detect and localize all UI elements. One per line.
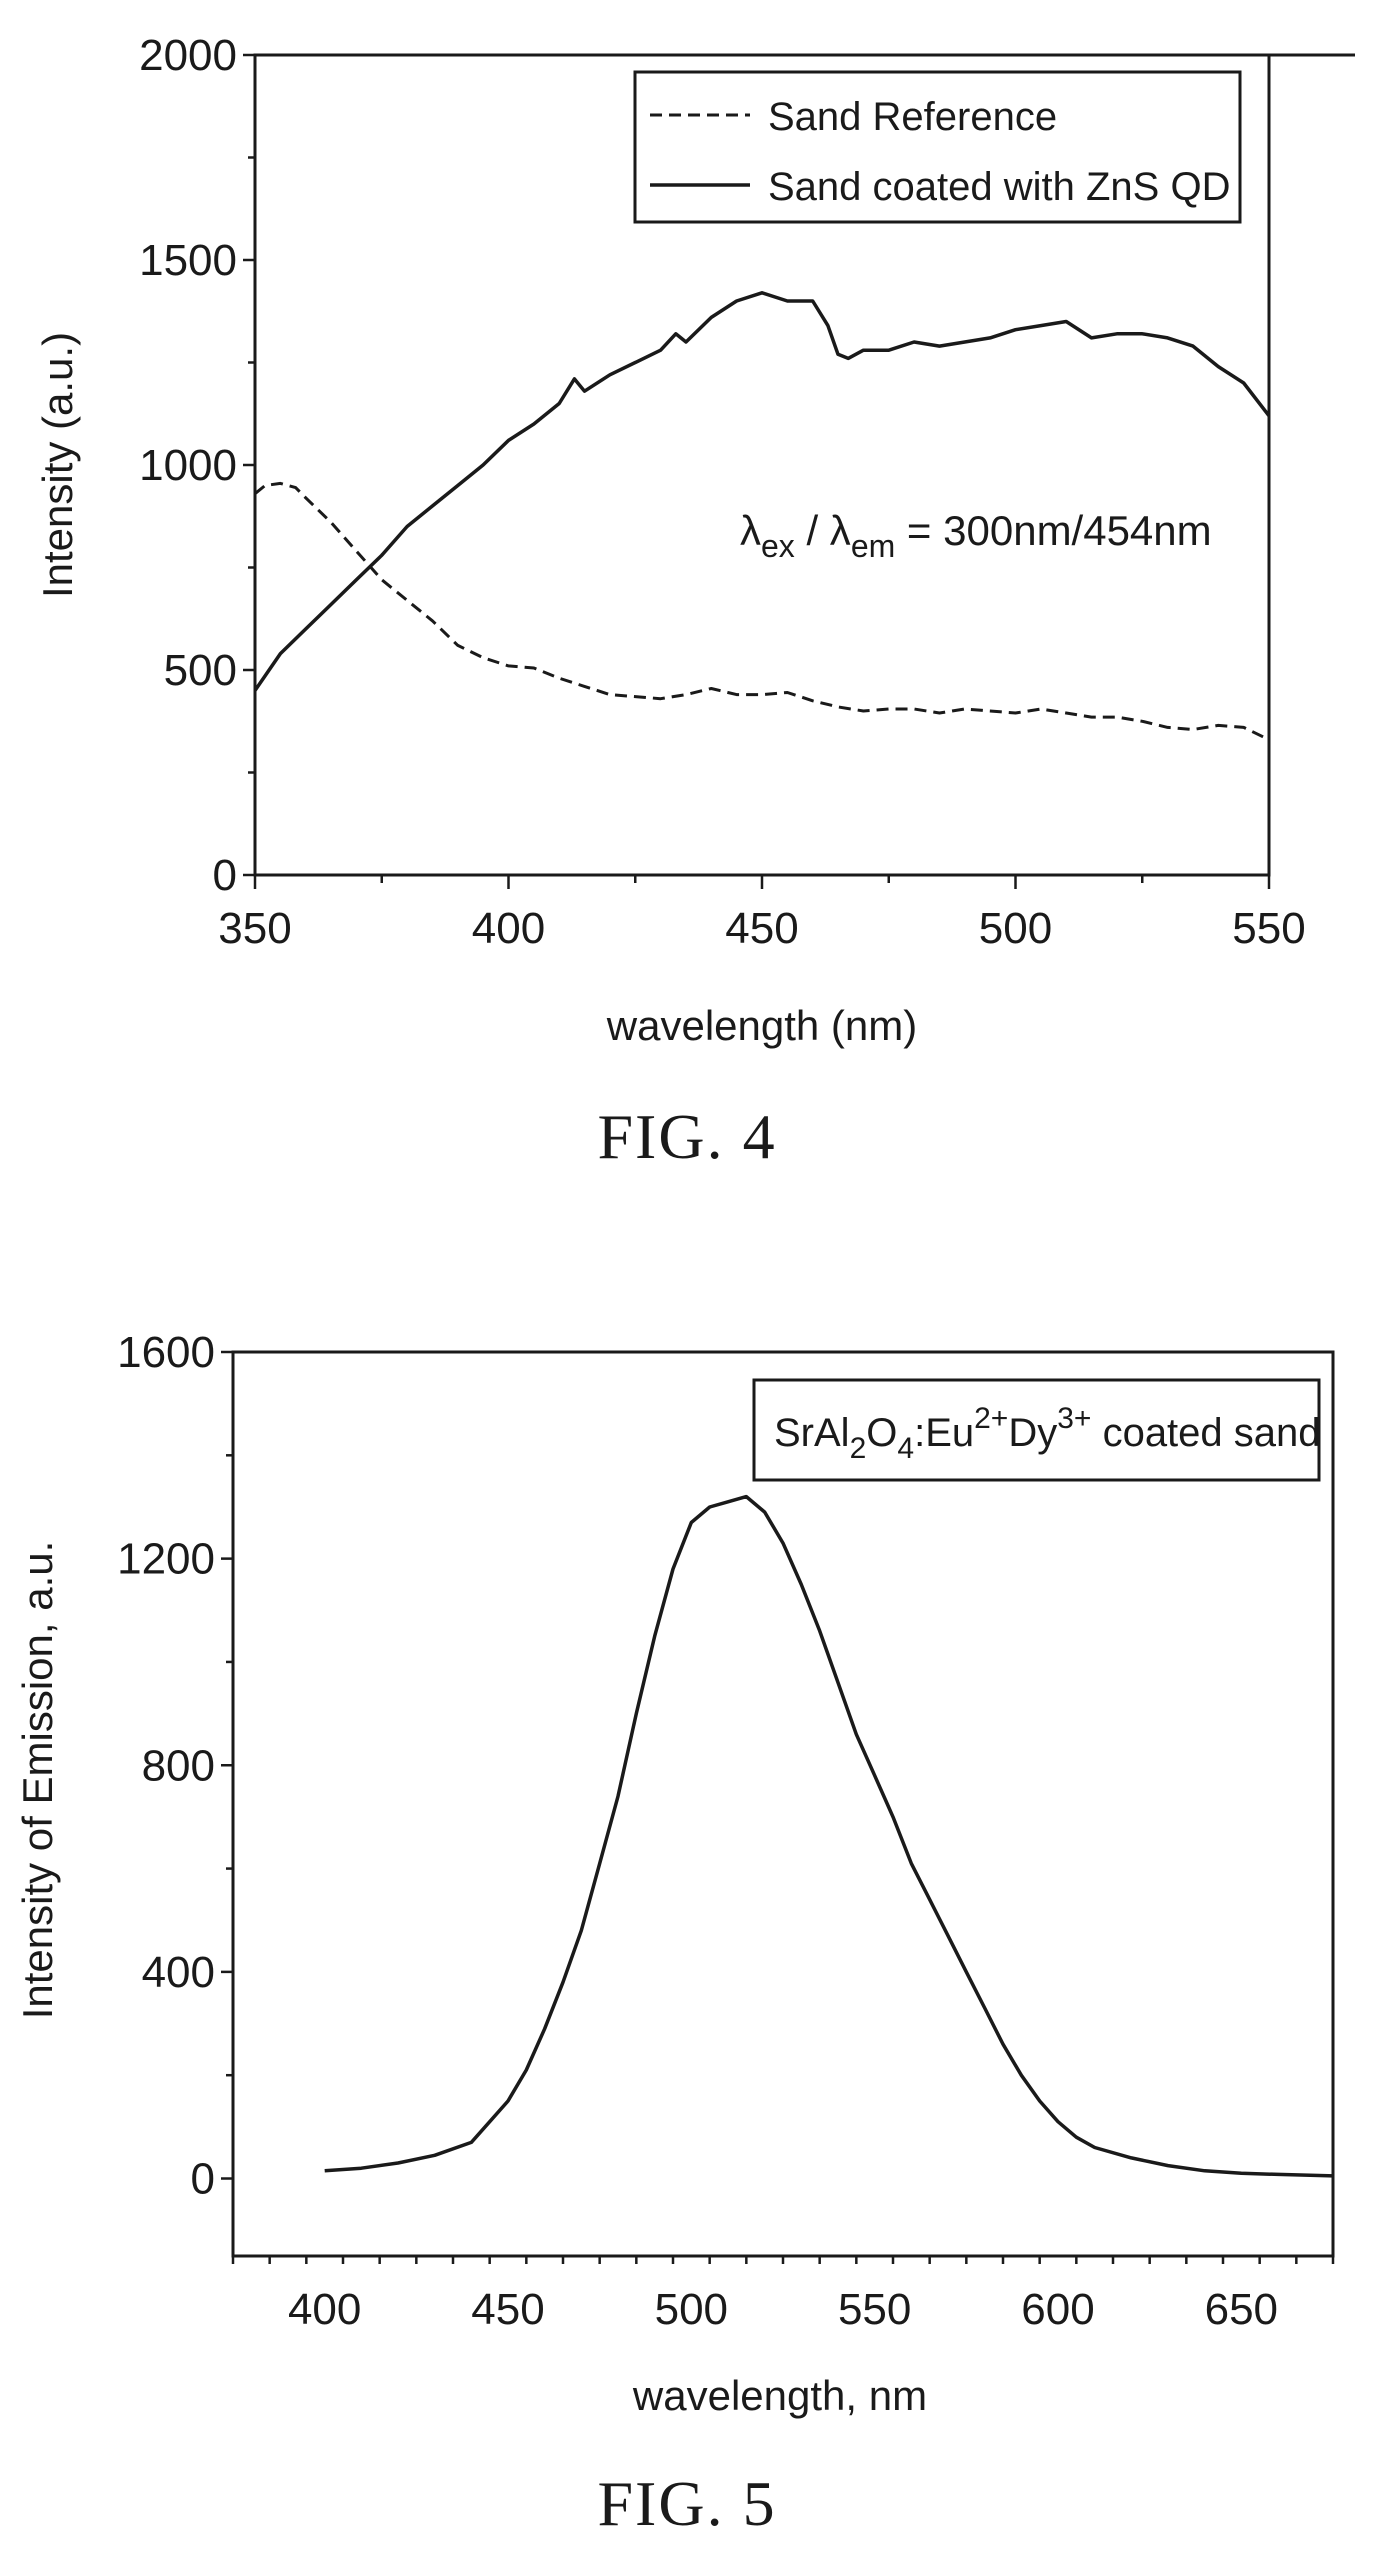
fig4-x-tick-label: 450 (725, 904, 798, 953)
fig4-y-tick-label: 0 (213, 851, 237, 900)
fig5-series-line-1 (324, 1494, 1334, 2178)
fig5-x-ticks: 400 450 500 550 600 650 (231, 2256, 1335, 2334)
figure-5: 0 400 800 1200 1600 400 450 500 550 600 650 SrAl2… (14, 1328, 1335, 2539)
fig5-x-tick-label: 500 (655, 2285, 728, 2334)
fig4-y-tick-label: 2000 (139, 31, 237, 80)
fig4-plot-frame (253, 53, 1271, 877)
fig5-legend: SrAl2O4:Eu2+Dy3+ coated sand (752, 1378, 1321, 1482)
fig4-x-tick-label: 500 (979, 904, 1052, 953)
fig4-y-tick-label: 1500 (139, 236, 237, 285)
fig5-legend-label: SrAl2O4:Eu2+Dy3+ coated sand (774, 1402, 1321, 1465)
fig5-plot-frame (231, 1350, 1335, 2258)
fig4-caption: FIG. 4 (597, 1101, 776, 1172)
fig5-x-tick-label: 550 (838, 2285, 911, 2334)
fig4-legend-label-reference: Sand Reference (768, 95, 1057, 139)
fig4-series-line-2 (253, 291, 1271, 692)
fig4-legend: Sand Reference Sand coated with ZnS QD (633, 70, 1242, 224)
fig5-x-tick-label: 650 (1205, 2285, 1278, 2334)
fig5-y-ticks: 0 400 800 1200 1600 (117, 1328, 233, 2204)
fig5-y-tick-label: 1600 (117, 1328, 215, 1377)
fig5-y-tick-label: 400 (142, 1948, 215, 1997)
fig5-x-axis-title: wavelength, nm (632, 2372, 927, 2419)
fig4-y-tick-label: 500 (164, 646, 237, 695)
fig5-legend-box (752, 1378, 1321, 1482)
fig5-y-tick-label: 0 (191, 2155, 215, 2204)
fig4-annotation: λex / λem = 300nm/454nm (740, 507, 1212, 564)
fig4-legend-label-coated: Sand coated with ZnS QD (768, 165, 1230, 209)
fig4-x-tick-label: 350 (218, 904, 291, 953)
figure-4: 0 500 1000 1500 2000 350 400 450 500 550 Sand Re… (34, 31, 1355, 1172)
fig4-series-line-1 (254, 481, 1270, 742)
fig4-y-ticks: 0 500 1000 1500 2000 (139, 31, 255, 900)
fig4-x-tick-label: 550 (1232, 904, 1305, 953)
fig4-legend-box (633, 70, 1242, 224)
fig5-x-tick-label: 450 (471, 2285, 544, 2334)
fig4-plot-lines (253, 291, 1271, 742)
fig4-x-ticks: 350 400 450 500 550 (218, 875, 1306, 953)
fig5-caption: FIG. 5 (597, 2468, 776, 2539)
fig5-y-tick-label: 800 (142, 1741, 215, 1790)
fig4-x-tick-label: 400 (472, 904, 545, 953)
fig4-x-axis-title: wavelength (nm) (606, 1002, 917, 1049)
fig5-x-tick-label: 600 (1021, 2285, 1094, 2334)
fig5-plot-lines (324, 1494, 1334, 2178)
fig5-y-axis-title: Intensity of Emission, a.u. (14, 1541, 61, 2020)
fig5-x-tick-label: 400 (288, 2285, 361, 2334)
fig4-y-axis-title: Intensity (a.u.) (34, 332, 81, 598)
fig5-y-tick-label: 1200 (117, 1535, 215, 1584)
fig4-y-tick-label: 1000 (139, 441, 237, 490)
